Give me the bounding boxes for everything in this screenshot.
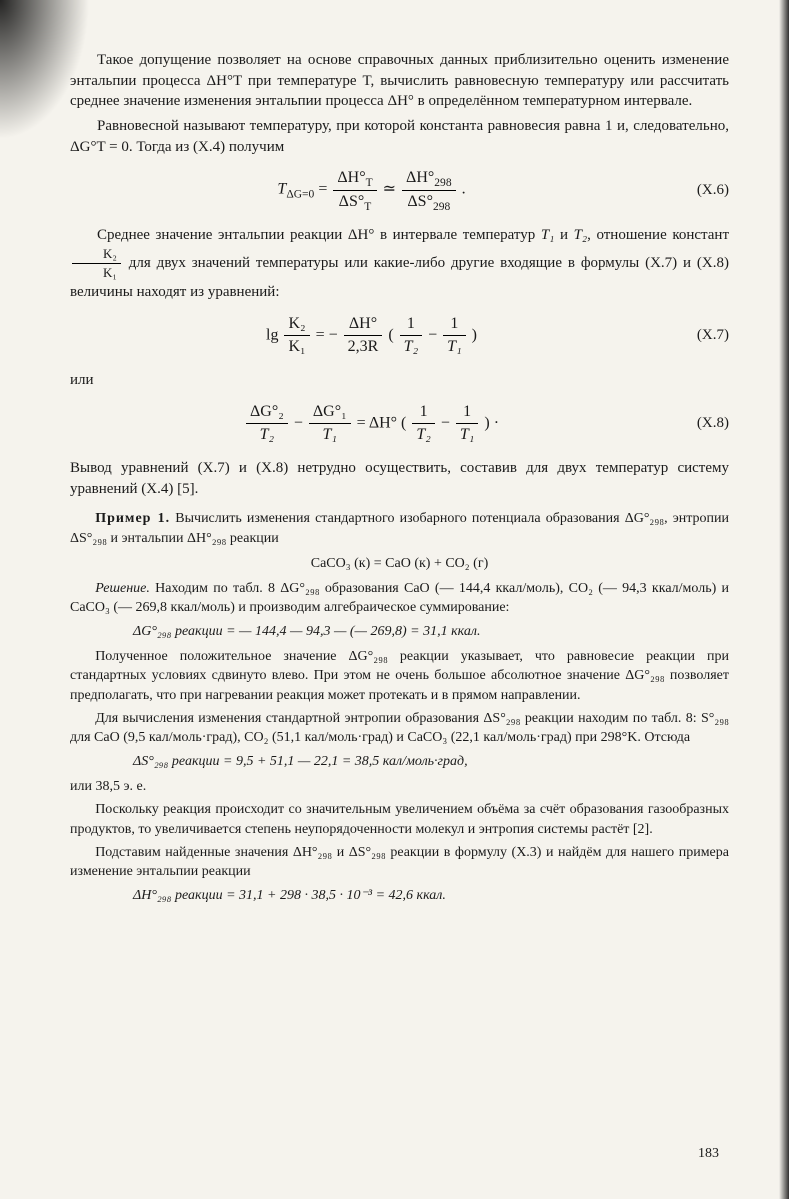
eq7-popen: ( <box>388 326 393 343</box>
p3-T1: T₁ <box>541 227 555 243</box>
eq8-f4-num: 1 <box>456 401 478 424</box>
eq6-frac1: ΔH°T ΔS°T <box>333 167 376 212</box>
eq8-close: ) · <box>484 414 499 431</box>
eq8-f3-num: 1 <box>412 401 434 424</box>
eq6-mid: ≃ <box>383 181 396 198</box>
p3-frac: K₂K₁ <box>72 245 121 282</box>
eq7-f4-num: 1 <box>443 313 465 336</box>
eq7-f3-num: 1 <box>400 313 422 336</box>
p3b: и <box>554 227 573 243</box>
eq7-f1-num: K₂ <box>284 313 309 336</box>
eq8-minus2: − <box>441 414 454 431</box>
solution-title: Решение. <box>95 581 150 596</box>
paragraph-5: Полученное положительное значение ΔG°₂₉₈… <box>70 647 729 705</box>
eq7-eq: = − <box>316 326 342 343</box>
eq6-f2-num: ΔH° <box>406 169 434 186</box>
paragraph-4: Вывод уравнений (X.7) и (X.8) нетрудно о… <box>70 458 729 499</box>
calculation-3: ΔH°₂₉₈ реакции = 31,1 + 298 · 38,5 · 10⁻… <box>133 886 729 905</box>
equation-x7-body: lg K₂ K₁ = − ΔH° 2,3R ( 1 T₂ − 1 T₁ ) <box>70 313 673 358</box>
eq7-frac3: 1 T₂ <box>400 313 422 358</box>
equation-x7: lg K₂ K₁ = − ΔH° 2,3R ( 1 T₂ − 1 T₁ ) (X… <box>70 313 729 358</box>
calculation-1: ΔG°₂₉₈ реакции = — 144,4 — 94,3 — (— 269… <box>133 622 729 641</box>
eq8-eq: = ΔH° ( <box>357 414 407 431</box>
eq6-f1-den: ΔS° <box>339 193 365 210</box>
eq7-number: (X.7) <box>673 325 729 346</box>
eq7-frac2: ΔH° 2,3R <box>344 313 383 358</box>
eq8-minus1: − <box>294 414 307 431</box>
eq7-frac1: K₂ K₁ <box>284 313 309 358</box>
calculation-2: ΔS°₂₉₈ реакции = 9,5 + 51,1 — 22,1 = 38,… <box>133 752 729 771</box>
p3-frac-den: K₁ <box>72 264 121 282</box>
p3a: Среднее значение энтальпии реакции ΔH° в… <box>97 227 541 243</box>
p3d: для двух значений температуры или какие-… <box>70 255 729 300</box>
equation-x6: TΔG=0 = ΔH°T ΔS°T ≃ ΔH°298 ΔS°298 . (X.6… <box>70 167 729 212</box>
eq7-f2-num: ΔH° <box>344 313 383 336</box>
eq7-f4-den: T₁ <box>447 338 461 355</box>
example-1-equation: CaCO₃ (к) = CaO (к) + CO₂ (г) <box>70 554 729 573</box>
p3-frac-num: K₂ <box>72 245 121 264</box>
eq6-number: (X.6) <box>673 180 729 201</box>
eq7-f3-den: T₂ <box>404 338 418 355</box>
eq6-f2-den: ΔS° <box>407 193 433 210</box>
eq6-lhs-sub: ΔG=0 <box>286 189 314 201</box>
eq6-f2-den-sub: 298 <box>433 201 450 213</box>
eq7-f2-den: 2,3R <box>344 336 383 358</box>
page-number: 183 <box>698 1144 719 1163</box>
eq8-f2-den: T₁ <box>323 426 337 443</box>
eq6-f1-num: ΔH° <box>337 169 365 186</box>
eq8-frac4: 1 T₁ <box>456 401 478 446</box>
paragraph-6: Для вычисления изменения стандартной энт… <box>70 709 729 748</box>
p3-T2: T₂ <box>574 227 588 243</box>
equation-x6-body: TΔG=0 = ΔH°T ΔS°T ≃ ΔH°298 ΔS°298 . <box>70 167 673 212</box>
eq7-f1-den: K₁ <box>284 336 309 358</box>
paragraph-3: Среднее значение энтальпии реакции ΔH° в… <box>70 225 729 303</box>
paragraph-2: Равновесной называют температуру, при ко… <box>70 116 729 157</box>
eq8-f1-num: ΔG°₂ <box>246 401 288 424</box>
solution-body: Находим по табл. 8 ΔG°₂₉₈ образования Ca… <box>70 581 729 615</box>
solution: Решение. Находим по табл. 8 ΔG°₂₉₈ образ… <box>70 579 729 618</box>
eq8-f3-den: T₂ <box>416 426 430 443</box>
or-label: или <box>70 370 729 391</box>
example-1-title: Пример 1. <box>95 511 170 526</box>
paragraph-1: Такое допущение позволяет на основе спра… <box>70 50 729 112</box>
scanned-page: Такое допущение позволяет на основе спра… <box>0 0 789 1199</box>
eq7-frac4: 1 T₁ <box>443 313 465 358</box>
eq6-lhs: T <box>277 181 286 198</box>
equation-x8-body: ΔG°₂ T₂ − ΔG°₁ T₁ = ΔH° ( 1 T₂ − 1 T₁ ) … <box>70 401 673 446</box>
eq7-prefix: lg <box>266 326 282 343</box>
p3c: , отношение констант <box>587 227 729 243</box>
calculation-2-text: ΔS°₂₉₈ реакции = 9,5 + 51,1 — 22,1 = 38,… <box>133 754 468 769</box>
eq6-tail: . <box>462 181 466 198</box>
calculation-3-text: ΔH°₂₉₈ реакции = 31,1 + 298 · 38,5 · 10⁻… <box>133 888 446 903</box>
eq8-frac3: 1 T₂ <box>412 401 434 446</box>
paragraph-9: Подставим найденные значения ΔH°₂₉₈ и ΔS… <box>70 843 729 882</box>
calculation-1-text: ΔG°₂₉₈ реакции = — 144,4 — 94,3 — (— 269… <box>133 624 480 639</box>
paragraph-7: или 38,5 э. е. <box>70 777 729 796</box>
eq8-frac1: ΔG°₂ T₂ <box>246 401 288 446</box>
eq8-f1-den: T₂ <box>260 426 274 443</box>
eq8-f2-num: ΔG°₁ <box>309 401 351 424</box>
example-1: Пример 1. Вычислить изменения стандартно… <box>70 509 729 548</box>
eq6-f1-num-sub: T <box>366 178 373 190</box>
eq8-number: (X.8) <box>673 413 729 434</box>
eq7-minus: − <box>428 326 441 343</box>
eq7-pclose: ) <box>472 326 477 343</box>
paragraph-8: Поскольку реакция происходит со значител… <box>70 800 729 839</box>
eq6-f1-den-sub: T <box>364 201 371 213</box>
equation-x8: ΔG°₂ T₂ − ΔG°₁ T₁ = ΔH° ( 1 T₂ − 1 T₁ ) … <box>70 401 729 446</box>
eq8-f4-den: T₁ <box>460 426 474 443</box>
eq8-frac2: ΔG°₁ T₁ <box>309 401 351 446</box>
eq6-frac2: ΔH°298 ΔS°298 <box>402 167 456 212</box>
eq6-f2-num-sub: 298 <box>434 178 451 190</box>
